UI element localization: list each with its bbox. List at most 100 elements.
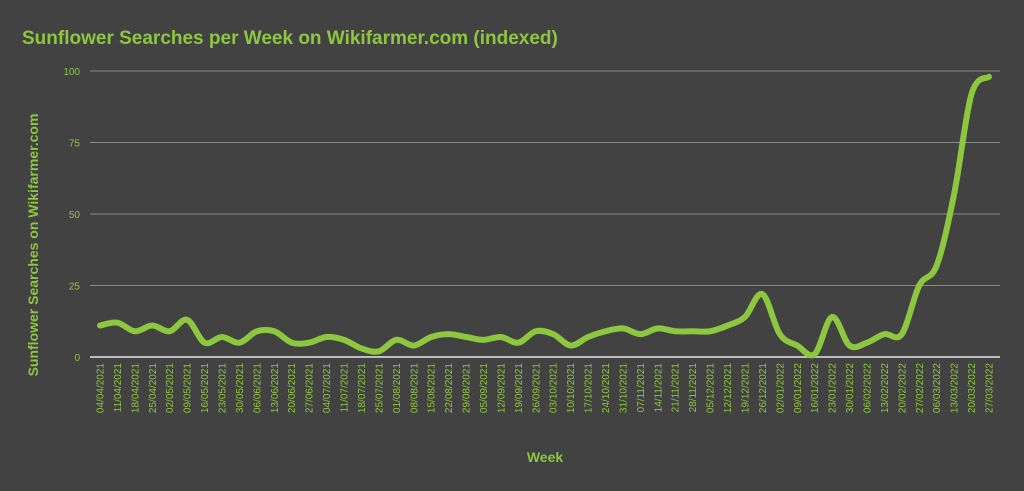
data-point xyxy=(690,328,696,334)
x-tick-label: 05/12/2021 xyxy=(706,363,717,413)
y-axis-title: Sunflower Searches on Wikifarmer.com xyxy=(25,114,41,377)
x-tick-label: 25/04/2021 xyxy=(148,363,159,413)
x-tick-label: 10/10/2021 xyxy=(566,363,577,413)
y-tick-label: 0 xyxy=(74,353,80,364)
x-tick-label: 02/05/2021 xyxy=(165,363,176,413)
data-point xyxy=(603,328,609,334)
data-point xyxy=(393,337,399,343)
x-tick-label: 26/09/2021 xyxy=(531,363,542,413)
x-tick-label: 02/01/2022 xyxy=(775,363,786,413)
data-point xyxy=(428,334,434,340)
x-tick-label: 27/03/2022 xyxy=(985,363,996,413)
data-point xyxy=(533,328,539,334)
data-point xyxy=(672,328,678,334)
data-point xyxy=(864,340,870,346)
data-point xyxy=(969,91,975,97)
x-tick-label: 13/03/2022 xyxy=(950,363,961,413)
x-tick-label: 29/08/2021 xyxy=(462,363,473,413)
x-tick-label: 26/12/2021 xyxy=(758,363,769,413)
data-point xyxy=(620,325,626,331)
x-tick-label: 20/02/2022 xyxy=(897,363,908,413)
data-point xyxy=(759,291,765,297)
x-tick-label: 30/05/2021 xyxy=(235,363,246,413)
gridlines xyxy=(90,70,1000,358)
data-point xyxy=(411,343,417,349)
x-tick-label: 04/07/2021 xyxy=(322,363,333,413)
data-point xyxy=(271,328,277,334)
data-point xyxy=(376,348,382,354)
data-point xyxy=(812,351,818,357)
series-layer xyxy=(97,73,992,359)
x-tick-label: 15/08/2021 xyxy=(427,363,438,413)
x-tick-label: 07/11/2021 xyxy=(636,363,647,413)
data-point xyxy=(515,340,521,346)
data-point xyxy=(725,323,731,329)
x-tick-label: 06/03/2022 xyxy=(932,363,943,413)
x-tick-label: 18/07/2021 xyxy=(357,363,368,413)
x-tick-label: 09/01/2022 xyxy=(793,363,804,413)
data-point xyxy=(358,345,364,351)
x-tick-label: 30/01/2022 xyxy=(845,363,856,413)
x-tick-label: 06/06/2021 xyxy=(252,363,263,413)
x-tick-label: 27/02/2022 xyxy=(915,363,926,413)
data-point xyxy=(637,331,643,337)
data-point xyxy=(446,331,452,337)
data-point xyxy=(97,323,103,329)
x-tick-label: 05/09/2021 xyxy=(479,363,490,413)
series-line xyxy=(97,73,992,359)
x-tick-label: 08/08/2021 xyxy=(409,363,420,413)
data-point xyxy=(202,340,208,346)
chart-title: Sunflower Searches per Week on Wikifarme… xyxy=(22,28,558,49)
data-point xyxy=(585,334,591,340)
y-axis-ticks: 0 25 50 75 100 xyxy=(63,67,80,364)
x-tick-label: 19/12/2021 xyxy=(740,363,751,413)
x-tick-label: 22/08/2021 xyxy=(444,363,455,413)
x-tick-label: 23/01/2022 xyxy=(828,363,839,413)
data-point xyxy=(550,331,556,337)
x-tick-label: 19/09/2021 xyxy=(514,363,525,413)
data-point xyxy=(184,317,190,323)
x-axis-ticks: 04/04/2021 11/04/2021 18/04/2021 25/04/2021… xyxy=(96,363,996,413)
data-point xyxy=(794,343,800,349)
x-tick-label: 04/04/2021 xyxy=(96,363,107,413)
x-tick-label: 16/05/2021 xyxy=(200,363,211,413)
x-tick-label: 20/06/2021 xyxy=(287,363,298,413)
data-point xyxy=(986,74,992,80)
y-tick-label: 100 xyxy=(63,67,80,78)
x-tick-label: 31/10/2021 xyxy=(618,363,629,413)
data-point xyxy=(289,340,295,346)
data-point xyxy=(254,328,260,334)
data-point xyxy=(916,283,922,289)
data-point xyxy=(951,191,957,197)
data-point xyxy=(568,343,574,349)
data-point xyxy=(655,325,661,331)
data-point xyxy=(236,340,242,346)
x-axis-title: Week xyxy=(527,449,564,465)
x-tick-label: 11/07/2021 xyxy=(340,363,351,413)
data-point xyxy=(341,337,347,343)
data-point xyxy=(742,314,748,320)
data-point xyxy=(463,334,469,340)
x-tick-label: 01/08/2021 xyxy=(392,363,403,413)
x-tick-label: 17/10/2021 xyxy=(584,363,595,413)
y-tick-label: 50 xyxy=(69,210,81,221)
data-point xyxy=(829,314,835,320)
data-point xyxy=(132,328,138,334)
data-point xyxy=(219,334,225,340)
y-tick-label: 75 xyxy=(69,139,81,150)
x-tick-label: 25/07/2021 xyxy=(374,363,385,413)
x-tick-label: 27/06/2021 xyxy=(305,363,316,413)
data-point xyxy=(777,331,783,337)
x-tick-label: 14/11/2021 xyxy=(653,363,664,413)
data-point xyxy=(881,331,887,337)
data-point xyxy=(306,340,312,346)
data-point xyxy=(480,337,486,343)
x-tick-label: 12/12/2021 xyxy=(723,363,734,413)
x-tick-label: 23/05/2021 xyxy=(218,363,229,413)
x-tick-label: 13/06/2021 xyxy=(270,363,281,413)
x-tick-label: 11/04/2021 xyxy=(113,363,124,413)
x-tick-label: 18/04/2021 xyxy=(130,363,141,413)
data-point xyxy=(149,323,155,329)
y-tick-label: 25 xyxy=(69,282,81,293)
